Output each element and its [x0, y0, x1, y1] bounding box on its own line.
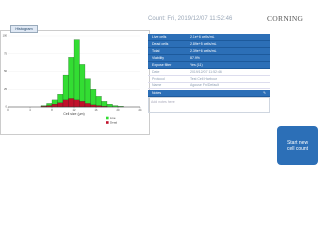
histogram-bar — [79, 101, 86, 108]
x-tick-label: 8 — [51, 108, 53, 112]
row-label: Dead cells — [152, 42, 169, 46]
histogram-bar — [84, 78, 91, 108]
row-value: 87.9% — [190, 56, 200, 60]
info-label: Name — [152, 83, 162, 87]
notes-title: Notes — [152, 91, 162, 95]
x-tick-label: 0 — [7, 108, 9, 112]
result-row: Expose filter Yes (11) — [148, 62, 270, 70]
row-value: 2.89e+5 cells/mL — [190, 42, 217, 46]
histogram-bar — [101, 101, 108, 108]
histogram-bar — [68, 98, 75, 108]
y-tick-label: 50 — [4, 69, 7, 73]
count-title: Count: Fri, 2019/12/07 11:52:46 — [148, 16, 233, 22]
notes-bar[interactable]: Notes ✎ — [148, 90, 270, 98]
row-label: Total — [152, 49, 160, 53]
result-row: Dead cells 2.89e+5 cells/mL — [148, 41, 270, 49]
notes-icon: ✎ — [263, 91, 266, 95]
histogram-bar — [90, 89, 97, 108]
legend-swatch — [106, 116, 109, 120]
x-axis-label: Cell size (µm) — [63, 112, 84, 116]
x-tick-label: 12 — [73, 108, 76, 112]
histogram-bar — [106, 104, 113, 108]
info-row: Date 2019/12/07 11:52:46 — [148, 69, 270, 77]
legend-label: Dead — [110, 120, 118, 124]
histogram-tab[interactable]: Histogram — [10, 25, 38, 33]
x-tick-label: 20 — [117, 108, 120, 112]
result-row: Total 2.39e+6 cells/mL — [148, 48, 270, 56]
info-row: Name Agouse Fn/Default — [148, 82, 270, 90]
legend-label: Live — [110, 116, 116, 120]
histogram-bar — [51, 104, 58, 108]
histogram-bar — [95, 96, 102, 108]
histogram-bar — [62, 99, 69, 108]
histogram-bar — [84, 103, 91, 108]
histogram-bar — [79, 64, 86, 108]
histogram-bar — [57, 102, 64, 108]
info-label: Protocol — [152, 76, 165, 81]
info-value: Test Cell Harbour — [190, 76, 218, 81]
row-value: 2.1e+6 cells/mL — [190, 35, 215, 39]
notes-input[interactable]: Add notes here — [148, 97, 270, 113]
result-row: Live cells 2.1e+6 cells/mL — [148, 34, 270, 42]
x-tick-label: 16 — [95, 108, 98, 112]
row-label: Live cells — [152, 35, 167, 39]
histogram-bar — [90, 104, 97, 108]
y-tick-label: 100 — [3, 34, 8, 38]
row-value: Yes (11) — [190, 63, 203, 67]
info-label: Date — [152, 70, 160, 74]
screen: Histogram 0 25 50 75 100 0 4 8 12 16 20 24 Cell size… — [0, 14, 318, 165]
info-row: Protocol Test Cell Harbour — [148, 76, 270, 83]
row-value: 2.39e+6 cells/mL — [190, 49, 217, 53]
info-value: Agouse Fn/Default — [190, 83, 219, 87]
start-button[interactable]: Start new cell count — [277, 126, 318, 165]
y-tick-label: 25 — [4, 87, 7, 91]
y-tick-label: 75 — [4, 51, 7, 55]
x-tick-label: 24 — [139, 108, 142, 112]
y-tick-label: 0 — [6, 105, 8, 109]
histogram-bar — [73, 39, 80, 108]
info-value: 2019/12/07 11:52:46 — [190, 70, 222, 74]
histogram-bar — [73, 99, 80, 108]
legend-swatch — [106, 121, 109, 124]
row-label: Viability — [152, 56, 164, 60]
result-row: Viability 87.9% — [148, 55, 270, 63]
row-label: Expose filter — [152, 63, 172, 67]
x-tick-label: 4 — [29, 108, 31, 112]
brand-logo: CORNING — [267, 14, 304, 23]
